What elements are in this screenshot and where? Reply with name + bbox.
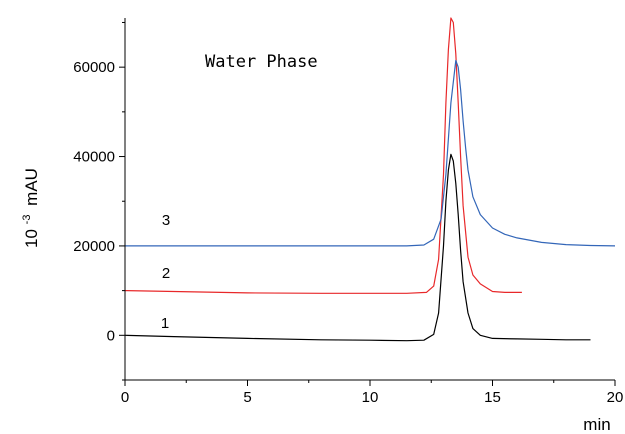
series-line-3 — [125, 59, 616, 247]
y-tick-label: 60000 — [73, 59, 115, 76]
y-axis-label: 10 -3 mAU — [15, 168, 41, 248]
x-tick-label: 10 — [362, 389, 379, 406]
y-tick-label: 40000 — [73, 149, 115, 166]
y-tick-label: 0 — [107, 327, 115, 344]
series-line-2 — [124, 17, 522, 294]
x-tick-label: 5 — [243, 389, 251, 406]
axes-layer — [124, 18, 615, 381]
y-axis-label-base: 10 — [22, 229, 41, 248]
labels-layer: Water Phase min 10 -3 mAU — [15, 52, 611, 434]
y-axis-label-superscript: -3 — [21, 215, 33, 225]
y-axis-label-unit: mAU — [22, 168, 41, 206]
series-label-3: 3 — [162, 212, 170, 229]
x-tick-label: 0 — [121, 389, 129, 406]
x-axis-label: min — [583, 415, 610, 434]
series-label-1: 1 — [161, 315, 169, 332]
x-tick-label: 15 — [484, 389, 501, 406]
chart-annotation: Water Phase — [205, 52, 318, 72]
series-label-2: 2 — [162, 265, 170, 282]
curves-layer: 1 2 3 — [124, 17, 616, 342]
x-tick-label: 20 — [607, 389, 624, 406]
ticks-layer: 0 5 10 15 20 0 20000 40000 60000 — [73, 21, 624, 406]
y-tick-label: 20000 — [73, 238, 115, 255]
series-line-1 — [124, 153, 591, 342]
